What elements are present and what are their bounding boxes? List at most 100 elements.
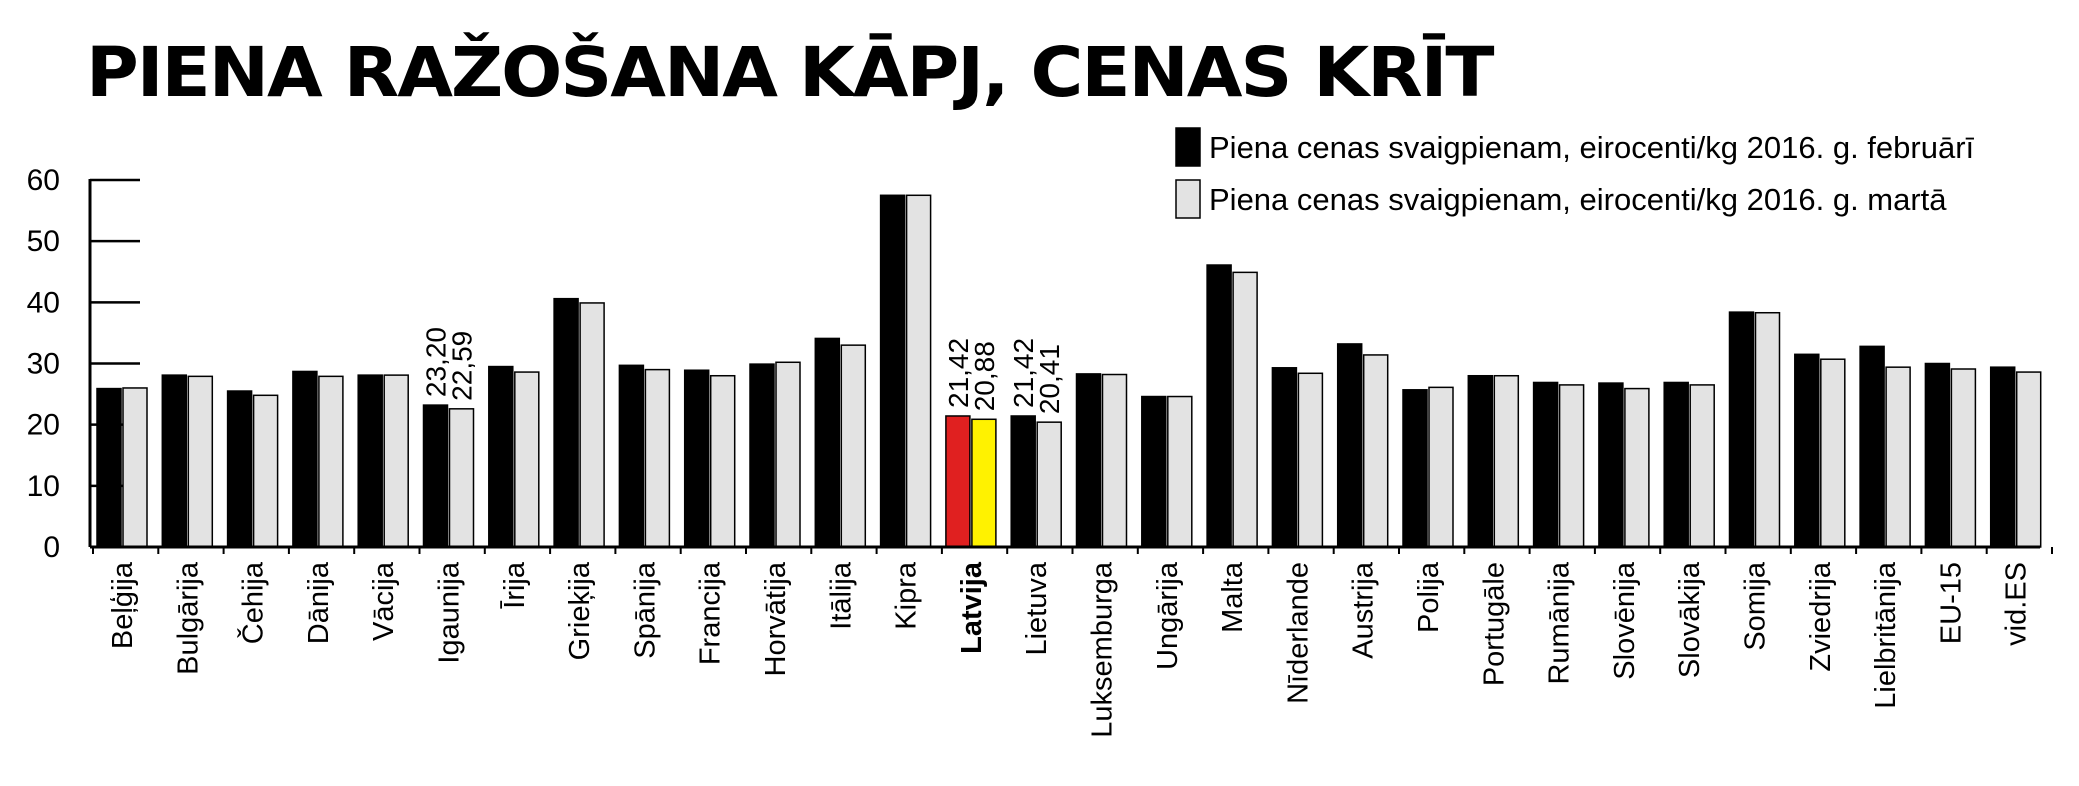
category-label: Zviedrija [1805, 561, 1837, 671]
legend-label: Piena cenas svaigpienam, eirocenti/kg 20… [1209, 130, 1975, 165]
category-label: Austrija [1348, 561, 1380, 659]
bar [1402, 389, 1428, 548]
chart-title: PIENA RAŽOŠANA KĀPJ, CENAS KRĪT [86, 32, 1495, 113]
category-label: Grieķija [564, 561, 596, 660]
category-label: Kipra [891, 561, 923, 630]
category-label: Īrija [499, 561, 531, 609]
category-label: Horvātija [760, 561, 792, 676]
category-label: Lietuva [1021, 561, 1053, 655]
category-label: Igaunija [434, 561, 466, 663]
category-label: Beļģija [107, 561, 139, 649]
category-label: Polija [1413, 561, 1445, 633]
bar [96, 387, 122, 548]
bar [318, 375, 344, 548]
y-tick-label: 40 [27, 286, 60, 319]
bar [1036, 421, 1062, 548]
bar [1794, 353, 1820, 548]
bar [1663, 381, 1689, 548]
bar [1362, 354, 1389, 548]
bar [814, 337, 841, 548]
y-tick-label: 30 [27, 348, 60, 381]
bar [292, 370, 318, 548]
category-label: Vācija [368, 561, 400, 641]
bar [1206, 264, 1232, 548]
category-label: Somija [1740, 561, 1772, 651]
bar [357, 374, 383, 548]
data-label: 21,42 [1008, 338, 1039, 408]
bar [383, 374, 409, 548]
category-label: Latvija [956, 561, 988, 654]
bar [161, 374, 188, 548]
y-tick-label: 10 [27, 470, 60, 503]
bar [1859, 345, 1885, 548]
bar [252, 394, 279, 548]
bar [448, 408, 475, 548]
y-tick-label: 50 [27, 225, 60, 258]
bar [1467, 374, 1494, 548]
bar [1924, 362, 1951, 548]
bar [1167, 395, 1193, 548]
category-label: Dānija [303, 561, 335, 644]
data-label: 20,41 [1034, 344, 1065, 414]
bar [122, 387, 148, 548]
data-label: 23,20 [421, 327, 452, 397]
y-tick-label: 60 [27, 164, 60, 197]
bar [187, 375, 214, 548]
bar [709, 374, 736, 548]
bar [579, 302, 605, 548]
category-label: Ungārija [1152, 561, 1184, 670]
data-label: 20,88 [969, 341, 1000, 411]
bar [1728, 311, 1755, 548]
category-label: Bulgārija [172, 561, 204, 675]
bar [644, 368, 671, 548]
bar [945, 415, 971, 548]
bar [1820, 358, 1846, 548]
bar [488, 365, 514, 548]
bar [683, 369, 710, 548]
x-axis: Beļģija Bulgārija Čehija Dānija Vācija Igauni… [90, 545, 2053, 738]
bar [1428, 386, 1454, 548]
bar [1232, 271, 1258, 548]
category-label: EU-15 [1935, 562, 1967, 644]
bar [1558, 384, 1585, 548]
bar [514, 371, 540, 548]
legend-swatch [1175, 179, 1201, 219]
bar [1532, 381, 1559, 548]
bar [775, 361, 801, 548]
y-tick-label: 20 [27, 409, 60, 442]
category-label: Malta [1217, 561, 1249, 633]
bar [840, 344, 867, 548]
bar [1950, 368, 1977, 548]
bar [1989, 366, 2016, 548]
bar [1271, 367, 1298, 548]
category-label: Nīderlande [1282, 562, 1314, 704]
bar [1689, 384, 1715, 548]
category-label: Rumānija [1544, 561, 1576, 684]
bar [1885, 366, 1911, 548]
category-label: Slovākija [1674, 561, 1706, 678]
legend-swatch [1175, 127, 1201, 167]
data-label: 22,59 [447, 331, 478, 401]
y-tick-label: 0 [43, 531, 60, 564]
bar [1010, 415, 1036, 548]
bar [905, 194, 932, 548]
category-label: Itālija [825, 561, 857, 630]
bar [1598, 382, 1624, 548]
bar [226, 390, 253, 548]
bars [96, 194, 2042, 548]
bar [1624, 387, 1650, 548]
bar [1493, 374, 1520, 548]
bar [422, 404, 449, 548]
data-label: 21,42 [943, 338, 974, 408]
category-label: Lielbritānija [1870, 561, 1902, 709]
category-label: Spānija [629, 561, 661, 659]
bar [1297, 372, 1324, 548]
bar [749, 363, 775, 548]
bar [1754, 311, 1781, 548]
category-label: Slovēnija [1609, 561, 1641, 680]
bar [971, 418, 997, 548]
category-label: Luksemburga [1087, 561, 1119, 738]
bar [618, 364, 645, 548]
